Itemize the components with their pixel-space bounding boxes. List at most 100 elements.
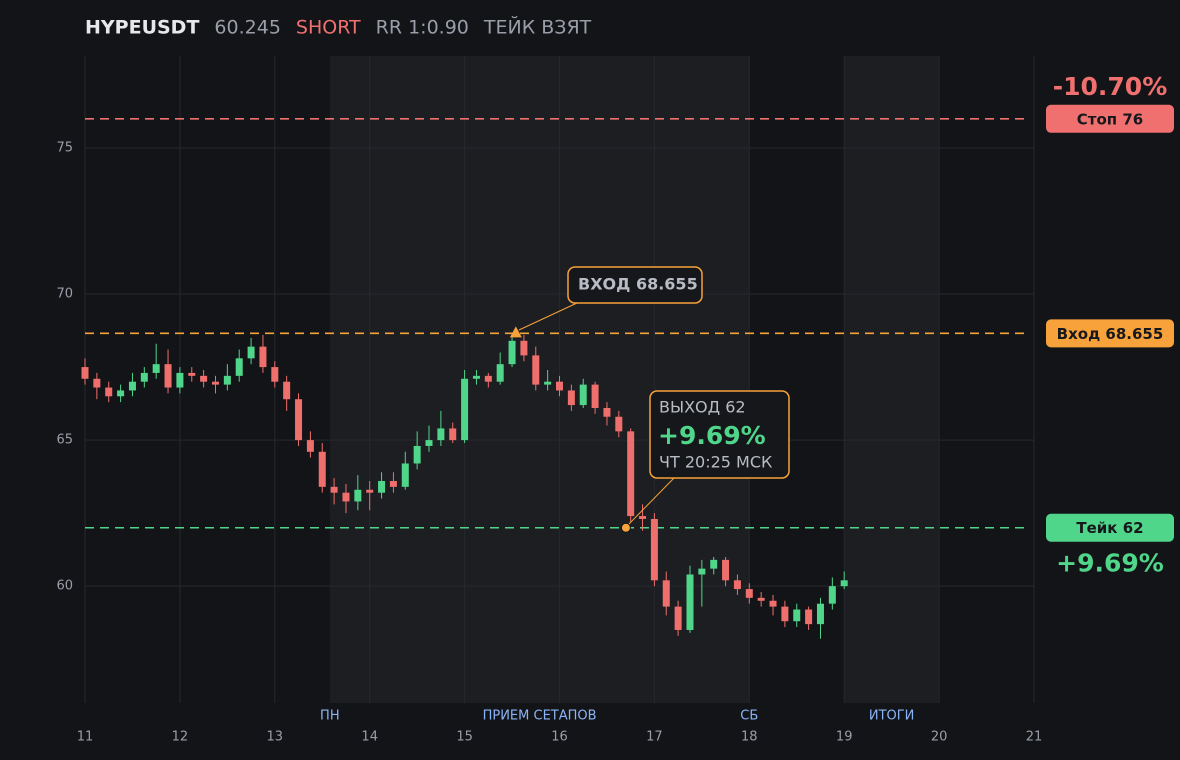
candle-body	[745, 589, 753, 598]
x-tick-label: 20	[931, 730, 948, 745]
candle-body	[615, 416, 623, 432]
candle-body	[556, 381, 563, 391]
candle-body	[318, 451, 326, 487]
x-tick-label: 15	[456, 730, 473, 745]
candle-body	[544, 381, 552, 385]
entry-marker	[509, 326, 522, 338]
header-item: 60.245	[214, 17, 280, 39]
entry-callout	[567, 266, 703, 304]
candle-body	[532, 355, 540, 385]
candle-body	[698, 568, 706, 575]
candle-body	[674, 606, 682, 630]
candle-body	[401, 463, 409, 487]
level-tag	[1046, 104, 1174, 133]
candle-body	[603, 407, 611, 417]
candle-body	[247, 346, 255, 359]
candle-body	[211, 381, 219, 385]
candle-body	[686, 574, 694, 630]
candle-body	[769, 600, 777, 607]
y-tick-label: 75	[56, 141, 73, 156]
candle-body	[164, 364, 172, 388]
candle-body	[223, 375, 231, 385]
candle-body	[283, 381, 291, 400]
candle-body	[840, 580, 848, 587]
x-tick-label: 17	[646, 730, 663, 745]
level-tag-text: Тейк 62	[1076, 519, 1143, 537]
session-label: ПН	[320, 709, 340, 724]
candle-body	[472, 375, 480, 379]
candle-body	[722, 559, 730, 581]
candle-body	[152, 364, 160, 373]
candle-body	[650, 518, 658, 581]
candle-body	[496, 364, 504, 382]
x-tick-label: 12	[172, 730, 189, 745]
candle-body	[579, 384, 587, 406]
candle-body	[757, 597, 765, 601]
candle-body	[378, 481, 386, 493]
y-tick-label: 70	[56, 287, 73, 302]
candle-body	[188, 372, 196, 376]
candle-body	[627, 431, 635, 517]
header-item: ТЕЙК ВЗЯТ	[483, 16, 592, 39]
candle-body	[389, 481, 397, 487]
x-tick-label: 18	[741, 730, 758, 745]
candle-body	[520, 340, 528, 356]
session-band	[844, 56, 940, 703]
y-tick-label: 65	[56, 433, 73, 448]
entry-callout-text: ВХОД 68.655	[578, 275, 698, 294]
x-tick-label: 16	[551, 730, 568, 745]
candle-body	[710, 559, 718, 569]
exit-pointer	[628, 477, 675, 525]
session-label: СБ	[740, 709, 758, 724]
x-tick-label: 21	[1026, 730, 1043, 745]
candle-body	[413, 445, 421, 464]
session-label: ПРИЕМ СЕТАПОВ	[483, 709, 597, 724]
candle-body	[176, 372, 184, 388]
header-item: RR 1:0.90	[376, 17, 469, 39]
header-item: HYPEUSDT	[85, 17, 199, 39]
candle-body	[271, 367, 279, 382]
candle-body	[793, 609, 801, 622]
candle-body	[117, 390, 125, 397]
exit-marker	[620, 522, 631, 533]
candle-body	[781, 606, 789, 622]
level-tag	[1046, 513, 1174, 542]
header-item: SHORT	[296, 17, 361, 39]
exit-callout-title: ВЫХОД 62	[659, 398, 746, 417]
session-label: ИТОГИ	[869, 709, 915, 724]
candle-body	[105, 387, 113, 397]
candle-body	[639, 516, 647, 519]
candle-body	[306, 440, 314, 452]
exit-callout	[649, 390, 790, 479]
y-tick-label: 60	[56, 579, 73, 594]
x-tick-label: 11	[77, 730, 94, 745]
entry-pointer	[518, 302, 578, 331]
candle-body	[128, 381, 136, 391]
candle-body	[567, 390, 575, 406]
candle-body	[484, 375, 492, 382]
candle-body	[140, 372, 148, 382]
candle-body	[295, 399, 303, 441]
candle-body	[342, 492, 350, 502]
candle-body	[508, 340, 516, 365]
level-tag	[1046, 319, 1174, 348]
candle-body	[461, 378, 469, 441]
level-tag-text: Стоп 76	[1077, 110, 1143, 128]
candle-body	[449, 428, 457, 441]
candle-body	[354, 489, 362, 502]
exit-callout-time: ЧТ 20:25 МСК	[659, 453, 773, 472]
x-tick-label: 13	[267, 730, 284, 745]
candle-body	[366, 489, 374, 493]
candle-body	[200, 375, 208, 382]
candle-body	[662, 580, 670, 607]
candle-body	[591, 384, 599, 408]
level-tag-text: Вход 68.655	[1057, 325, 1164, 343]
candle-body	[805, 609, 813, 625]
candle-body	[330, 486, 338, 493]
session-band	[329, 56, 750, 703]
exit-callout-result: +9.69%	[658, 421, 766, 450]
level-pct: +9.69%	[1056, 549, 1164, 578]
candle-body	[733, 580, 741, 590]
candle-body	[828, 586, 836, 604]
